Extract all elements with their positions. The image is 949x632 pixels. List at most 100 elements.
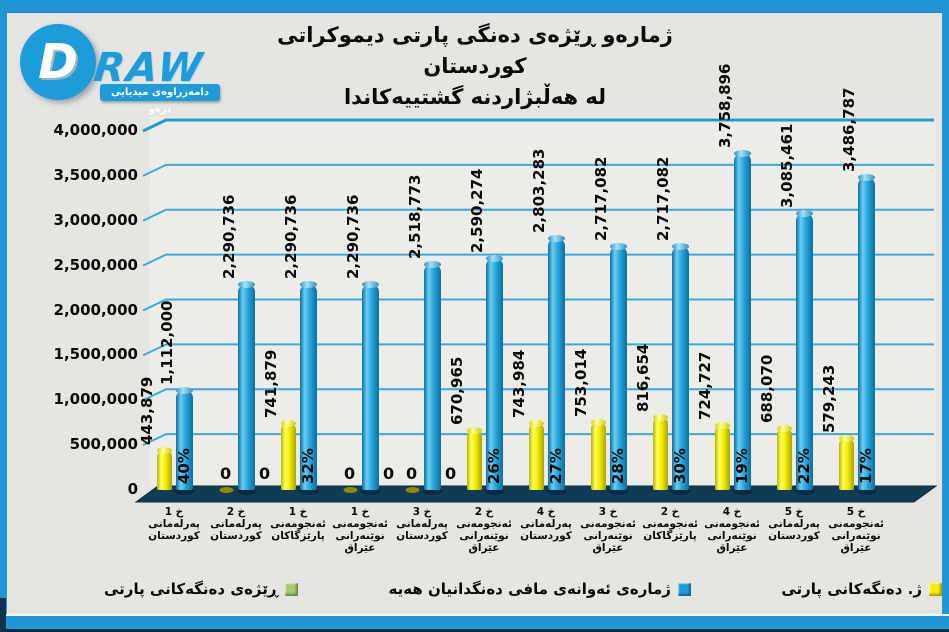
label-party-votes: 579,243 bbox=[819, 364, 838, 433]
y-axis-tick: 4,000,000 bbox=[53, 121, 138, 139]
label-percentage: 22% bbox=[795, 448, 813, 484]
category-label-line: کوردستان bbox=[768, 530, 820, 542]
label-eligible-voters: 2,290,736 bbox=[281, 194, 300, 279]
bar-cap bbox=[839, 435, 854, 442]
label-party-votes-zero: 0 bbox=[406, 464, 418, 483]
category-label-line: عێراق bbox=[592, 542, 624, 554]
bar-party-votes bbox=[715, 422, 730, 490]
label-party-votes: 741,879 bbox=[261, 349, 280, 418]
bar-eligible-voters bbox=[734, 150, 751, 490]
category-label: خ 5 پەرلەمانی کوردستان bbox=[759, 506, 829, 542]
bar-cap bbox=[424, 261, 441, 268]
window-frame-top bbox=[0, 0, 949, 13]
chart-title-line1: ژمارەو ڕێژەی دەنگی پارتی دیموکراتی کوردس… bbox=[277, 23, 673, 78]
category-label-line: پارێزگاکان bbox=[271, 530, 325, 542]
gridline bbox=[142, 298, 934, 312]
bar-cap bbox=[467, 427, 482, 434]
legend-item-percentage: ڕێژەی دەنگەکانی پارتی bbox=[104, 580, 299, 598]
bar-cap bbox=[610, 243, 627, 250]
category-label: خ 5 ئەنجومەنی نوێنەرانی عێراق bbox=[821, 506, 891, 554]
category-label-line: خ 1 bbox=[350, 506, 370, 518]
gridline bbox=[142, 253, 934, 267]
y-axis-tick: 2,500,000 bbox=[53, 255, 138, 274]
category-label-line: کوردستان bbox=[520, 530, 572, 542]
category-label-line: عێراق bbox=[840, 542, 872, 554]
category-label-line: نوێنەرانی bbox=[335, 530, 385, 542]
label-percentage-zero: 0 bbox=[383, 464, 395, 483]
gridline bbox=[142, 118, 934, 133]
label-party-votes-zero: 0 bbox=[220, 464, 232, 483]
label-percentage: 26% bbox=[485, 448, 503, 484]
bar-cap bbox=[734, 150, 751, 157]
category-label-line: کوردستان bbox=[396, 530, 448, 542]
label-eligible-voters: 2,290,736 bbox=[219, 194, 238, 279]
category-label-line: عێراق bbox=[468, 542, 500, 554]
bar-eligible-voters bbox=[672, 243, 689, 490]
label-percentage: 27% bbox=[547, 448, 565, 484]
category-label-line: نوێنەرانی bbox=[831, 530, 881, 542]
category-label-line: پەرلەمانی bbox=[396, 518, 448, 530]
label-percentage: 17% bbox=[857, 448, 875, 484]
bar-cap bbox=[777, 425, 792, 432]
legend-item-party-votes: ژ. دەنگەکانی پارتی bbox=[781, 580, 942, 598]
category-label-line: عێراق bbox=[716, 542, 748, 554]
bar-cap bbox=[486, 255, 503, 262]
category-label-line: پەرلەمانی bbox=[148, 518, 200, 530]
bar-eligible-voters bbox=[858, 174, 875, 490]
category-label: خ 1 ئەنجومەنی نوێنەرانی عێراق bbox=[325, 506, 395, 554]
bar-party-votes bbox=[777, 425, 792, 490]
category-label: خ 3 پەرلەمانی کوردستان bbox=[387, 506, 457, 542]
y-axis-tick: 1,500,000 bbox=[53, 345, 138, 364]
zero-bar-cap bbox=[343, 487, 358, 493]
chart-floor bbox=[134, 485, 938, 503]
category-label-line: نوێنەرانی bbox=[707, 530, 757, 542]
chart-legend: ڕێژەی دەنگەکانی پارتی ژمارەی ئەوانەی ماف… bbox=[104, 580, 942, 598]
window-frame-corner-notch bbox=[0, 598, 6, 632]
label-eligible-voters: 3,085,461 bbox=[777, 123, 796, 208]
y-axis-tick: 3,500,000 bbox=[53, 165, 138, 184]
y-axis-tick: 2,000,000 bbox=[53, 300, 138, 319]
bar-cap bbox=[653, 414, 668, 421]
category-label-line: ئەنجومەنی bbox=[580, 518, 636, 530]
bar-eligible-voters bbox=[362, 281, 379, 490]
category-label: خ 2 پەرلەمانی کوردستان bbox=[201, 506, 271, 542]
bar-cap bbox=[796, 210, 813, 217]
bar-eligible-voters bbox=[176, 387, 193, 490]
category-label-line: ئەنجومەنی bbox=[642, 518, 698, 530]
label-eligible-voters: 1,112,000 bbox=[157, 300, 176, 385]
label-eligible-voters: 3,486,787 bbox=[839, 87, 858, 172]
category-label: خ 1 پەرلەمانی کوردستان bbox=[139, 506, 209, 542]
legend-label-party-votes: ژ. دەنگەکانی پارتی bbox=[781, 580, 922, 598]
category-label-line: خ 2 bbox=[474, 506, 494, 518]
category-label-line: خ 4 bbox=[722, 506, 742, 518]
label-eligible-voters: 2,290,736 bbox=[343, 194, 362, 279]
logo-tagline: دامەزراوەی میدیایی درەو bbox=[100, 84, 220, 115]
bar-cap bbox=[529, 420, 544, 427]
bar-cap bbox=[548, 235, 565, 242]
category-label-line: ئەنجومەنی bbox=[704, 518, 760, 530]
logo-d-circle-icon: D bbox=[20, 24, 96, 100]
label-eligible-voters: 2,717,082 bbox=[591, 156, 610, 241]
bar-eligible-voters bbox=[796, 210, 813, 490]
category-label-line: ئەنجومەنی bbox=[270, 518, 326, 530]
draw-media-logo: D RAW دامەزراوەی میدیایی درەو bbox=[16, 22, 226, 115]
window-frame-bottom bbox=[0, 614, 949, 629]
legend-swatch-green-icon bbox=[285, 582, 299, 596]
window-frame-right bbox=[942, 0, 949, 632]
category-label-line: کوردستان bbox=[210, 530, 262, 542]
category-label-line: پەرلەمانی bbox=[768, 518, 820, 530]
category-label-line: پەرلەمانی bbox=[210, 518, 262, 530]
category-label-line: خ 1 bbox=[164, 506, 184, 518]
category-label: خ 4 ئەنجومەنی نوێنەرانی عێراق bbox=[697, 506, 767, 554]
category-label-line: کوردستان bbox=[148, 530, 200, 542]
bar-cap bbox=[858, 174, 875, 181]
category-label-line: خ 3 bbox=[412, 506, 432, 518]
category-label-line: خ 4 bbox=[536, 506, 556, 518]
category-label-line: ئەنجومەنی bbox=[332, 518, 388, 530]
window-frame-bottom-edge bbox=[0, 629, 949, 632]
category-label-line: نوێنەرانی bbox=[459, 530, 509, 542]
label-percentage: 28% bbox=[609, 448, 627, 484]
gridline bbox=[142, 163, 934, 177]
